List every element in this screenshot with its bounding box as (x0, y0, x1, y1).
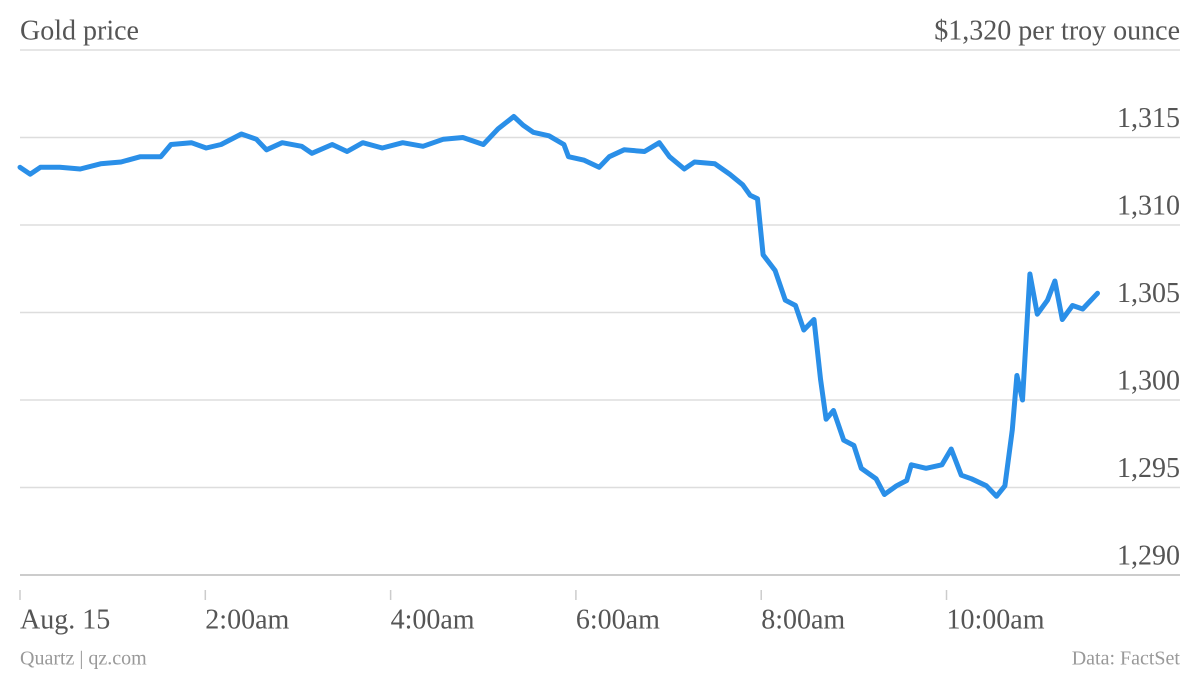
chart-title: Gold price (20, 15, 139, 46)
x-tick-label: 6:00am (576, 604, 660, 635)
y-tick-label: 1,310 (1117, 190, 1180, 221)
y-tick-label: 1,315 (1117, 103, 1180, 134)
x-tick-label: Aug. 15 (20, 604, 110, 635)
x-tick-label: 4:00am (391, 604, 475, 635)
y-tick-label: 1,295 (1117, 453, 1180, 484)
source: Data: FactSet (1072, 648, 1181, 670)
price-line (17, 114, 1100, 499)
y-tick-label: 1,290 (1117, 540, 1180, 571)
x-tick-label: 10:00am (947, 604, 1045, 635)
credit: Quartz | qz.com (20, 648, 147, 670)
y-tick-label: $1,320 per troy ounce (934, 15, 1180, 46)
x-tick-label: 8:00am (761, 604, 845, 635)
y-tick-label: 1,305 (1117, 278, 1180, 309)
x-tick-label: 2:00am (205, 604, 289, 635)
y-tick-label: 1,300 (1117, 365, 1180, 396)
